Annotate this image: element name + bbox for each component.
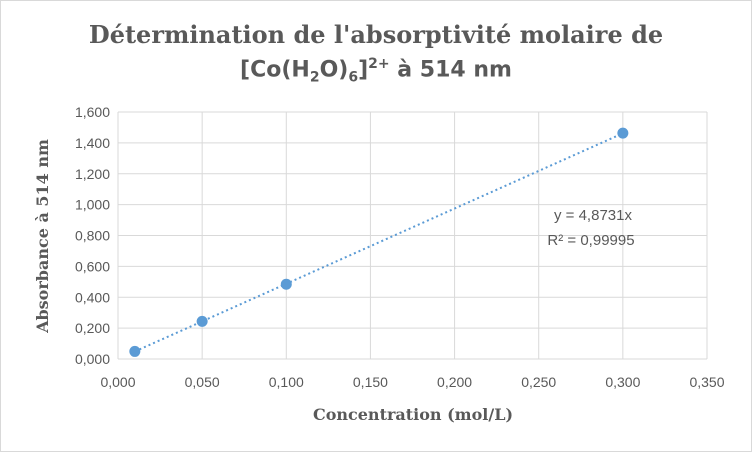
x-tick-label: 0,350 [689,374,724,390]
y-tick-label: 0,600 [75,258,110,274]
title-formula-mid: O) [319,57,349,83]
x-tick-label: 0,000 [100,374,135,390]
data-point [196,315,208,327]
title-formula-sub-6: 6 [348,69,359,86]
x-tick-label: 0,200 [437,374,472,390]
x-tick-label: 0,150 [353,374,388,390]
y-tick-label: 1,000 [75,197,110,213]
y-tick-label: 1,200 [75,166,110,182]
x-tick-label: 0,050 [185,374,220,390]
trendline-group [134,132,624,353]
title-formula-prefix: [Co(H [240,57,310,83]
title-formula-sub-h: 2 [309,69,320,86]
y-tick-label: 0,400 [75,289,110,305]
grid-lines [117,111,708,360]
trendline-r-squared: R² = 0,99995 [547,232,634,249]
trendline [134,132,624,353]
title-formula-suffix: à 514 nm [389,57,512,83]
y-tick-label: 0,200 [75,320,110,336]
x-tick-label: 0,250 [521,374,556,390]
y-tick-label: 1,400 [75,135,110,151]
title-formula-close: ] [358,57,369,83]
data-point [280,278,292,290]
x-tick-label: 0,300 [605,374,640,390]
title-formula-charge: 2+ [368,56,390,72]
y-tick-label: 0,800 [75,228,110,244]
data-points [129,127,629,357]
y-tick-label: 1,600 [75,104,110,120]
y-axis-title: Absorbance à 514 nm [33,139,52,334]
chart-title-line1: Détermination de l'absorptivité molaire … [88,20,664,49]
y-tick-label: 0,000 [75,351,110,367]
x-axis-ticks: 0,000 0,050 0,100 0,150 0,200 0,250 0,300 0,350 [100,374,724,390]
data-point [617,127,629,139]
data-point [129,345,141,357]
chart-title-line2: [Co(H2O)6]2+ à 514 nm [0,56,752,86]
y-axis-ticks: 0,000 0,200 0,400 0,600 0,800 1,000 1,200 1,400… [75,104,110,367]
x-tick-label: 0,100 [269,374,304,390]
x-axis-title: Concentration (mol/L) [313,405,513,424]
trendline-equation: y = 4,8731x [554,207,632,224]
